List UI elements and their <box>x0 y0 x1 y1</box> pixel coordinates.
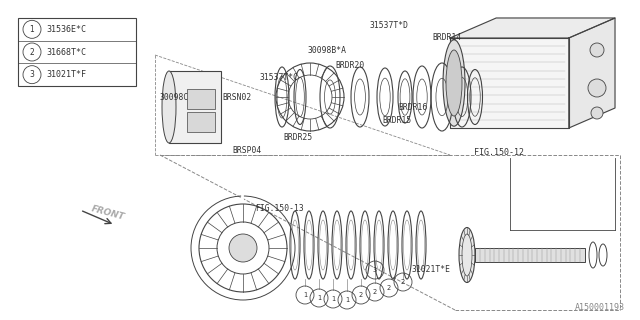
Text: BRSN02: BRSN02 <box>222 92 252 101</box>
Ellipse shape <box>459 228 475 283</box>
Text: 3: 3 <box>373 267 377 273</box>
Text: 2: 2 <box>373 289 377 295</box>
Polygon shape <box>450 18 615 38</box>
Ellipse shape <box>443 40 465 126</box>
Text: BRDR20: BRDR20 <box>335 60 364 69</box>
Ellipse shape <box>162 71 176 143</box>
Text: 3: 3 <box>29 70 35 79</box>
Text: 2: 2 <box>387 285 391 291</box>
Circle shape <box>229 234 257 262</box>
Text: 1: 1 <box>317 295 321 301</box>
Text: 1: 1 <box>345 297 349 303</box>
Bar <box>187 89 215 109</box>
Bar <box>18 18 136 86</box>
Text: 2: 2 <box>401 279 405 285</box>
Text: BRSP04: BRSP04 <box>232 146 261 155</box>
Text: BRDR25: BRDR25 <box>283 132 312 141</box>
Text: A150001193: A150001193 <box>575 303 625 312</box>
Text: 1: 1 <box>303 292 307 298</box>
Text: BRDR15: BRDR15 <box>382 116 412 124</box>
Text: 2: 2 <box>29 47 35 57</box>
Text: 31536E*C: 31536E*C <box>46 25 86 34</box>
Text: 31021T*F: 31021T*F <box>46 70 86 79</box>
Text: 1: 1 <box>331 296 335 302</box>
Bar <box>187 112 215 132</box>
Polygon shape <box>569 18 615 128</box>
Text: 31537T*D: 31537T*D <box>370 20 409 29</box>
Bar <box>169 71 221 143</box>
Text: 2: 2 <box>359 292 363 298</box>
Text: 1: 1 <box>29 25 35 34</box>
Text: FIG.150-12: FIG.150-12 <box>474 148 524 156</box>
Circle shape <box>590 43 604 57</box>
Text: 30098B*A: 30098B*A <box>308 45 347 54</box>
Text: FIG.150-13: FIG.150-13 <box>255 204 304 212</box>
Text: 30098C: 30098C <box>160 92 189 101</box>
Ellipse shape <box>446 50 462 116</box>
Circle shape <box>588 79 606 97</box>
Polygon shape <box>450 38 569 128</box>
Text: 31537T*C: 31537T*C <box>260 73 299 82</box>
Text: 31668T*C: 31668T*C <box>46 47 86 57</box>
Text: 31021T*E: 31021T*E <box>412 266 451 275</box>
Circle shape <box>591 107 603 119</box>
Text: BRDR16: BRDR16 <box>398 102 428 111</box>
Text: BRDR14: BRDR14 <box>432 33 461 42</box>
Text: FRONT: FRONT <box>90 204 125 222</box>
Bar <box>475 248 585 262</box>
